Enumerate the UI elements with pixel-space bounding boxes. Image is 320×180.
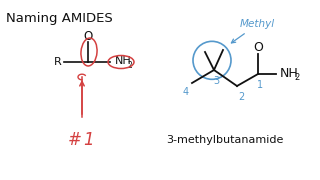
Text: 1: 1 [257, 80, 263, 90]
Text: Naming AMIDES: Naming AMIDES [6, 12, 113, 25]
Text: 4: 4 [183, 87, 189, 97]
Text: 3-methylbutanamide: 3-methylbutanamide [166, 135, 284, 145]
Text: O: O [253, 40, 263, 53]
Text: 1: 1 [83, 131, 94, 149]
Text: Methyl: Methyl [231, 19, 275, 43]
Text: NH: NH [280, 66, 299, 80]
Text: NH: NH [115, 56, 132, 66]
Text: 3: 3 [213, 76, 219, 86]
Text: #: # [68, 131, 82, 149]
Text: 2: 2 [294, 73, 299, 82]
Text: O: O [84, 30, 92, 42]
Text: R: R [54, 57, 62, 67]
Text: 2: 2 [128, 60, 133, 69]
Text: 2: 2 [238, 92, 244, 102]
